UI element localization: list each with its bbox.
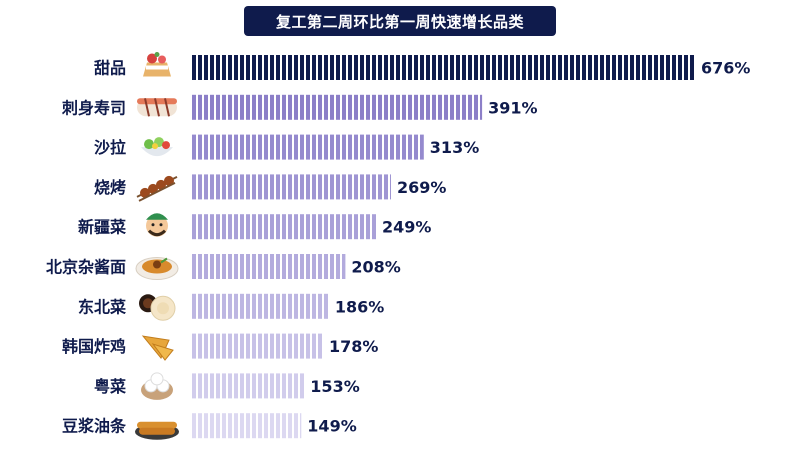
bar [190, 373, 305, 399]
chart-title: 复工第二周环比第一周快速增长品类 [244, 6, 556, 36]
bar [190, 134, 424, 160]
category-label: 新疆菜 [78, 218, 126, 237]
value-label: 186% [335, 297, 384, 316]
dessert-icon [143, 52, 171, 77]
bar [190, 333, 323, 359]
salad-icon [141, 137, 173, 157]
zhajiang-noodles-icon [135, 257, 179, 280]
value-label: 269% [397, 178, 446, 197]
bar [190, 174, 391, 200]
category-label: 刺身寿司 [61, 98, 126, 117]
category-label: 甜品 [94, 59, 126, 78]
sushi-icon [137, 98, 177, 117]
dim-sum-icon [141, 372, 173, 400]
category-label: 粤菜 [94, 377, 126, 396]
bar [190, 214, 376, 240]
bar [190, 293, 329, 319]
value-label: 249% [382, 218, 431, 237]
xinjiang-chef-icon [146, 213, 168, 237]
youtiao-soymilk-icon [135, 421, 179, 440]
bar [190, 254, 346, 279]
bar [190, 413, 302, 439]
bars [190, 55, 695, 439]
category-label: 韩国炸鸡 [62, 337, 126, 356]
labels: 甜品 676% 刺身寿司 391% 沙拉 313% 烧烤 269% 新疆菜 249% 北京杂酱面 20… [46, 59, 750, 436]
value-label: 149% [307, 417, 356, 436]
food-icons [135, 52, 179, 440]
value-label: 153% [310, 377, 359, 396]
value-label: 313% [430, 138, 479, 157]
dongbei-dishes-icon [139, 294, 176, 321]
category-label: 沙拉 [94, 138, 126, 157]
category-label: 烧烤 [94, 178, 126, 197]
value-label: 208% [351, 258, 400, 277]
value-label: 676% [701, 59, 750, 78]
category-label: 豆浆油条 [62, 417, 127, 436]
value-label: 178% [329, 337, 378, 356]
bar [190, 55, 695, 80]
bar [190, 94, 483, 120]
category-label: 东北菜 [78, 297, 126, 316]
value-label: 391% [488, 98, 537, 117]
category-label: 北京杂酱面 [46, 258, 126, 277]
fried-chicken-icon [141, 335, 174, 361]
barbecue-icon [136, 175, 178, 202]
